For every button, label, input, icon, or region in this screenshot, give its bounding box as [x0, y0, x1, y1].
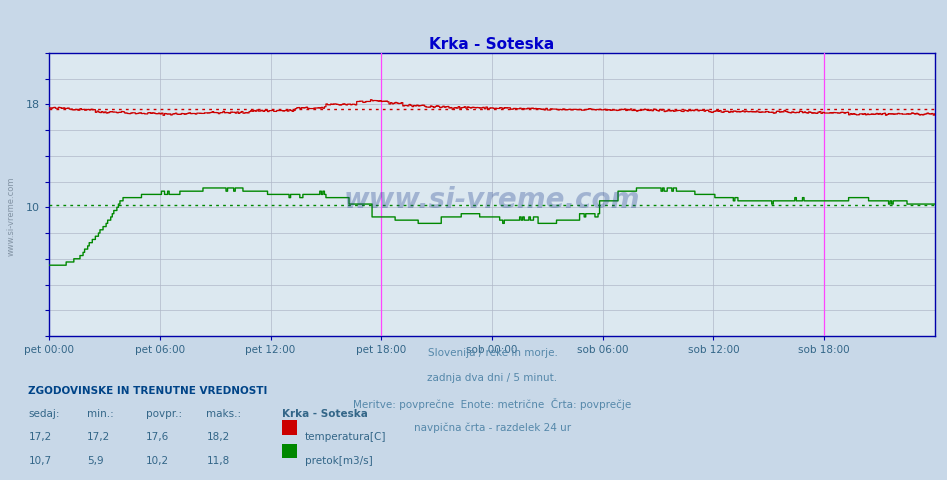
- Text: www.si-vreme.com: www.si-vreme.com: [7, 176, 16, 256]
- Text: 10,2: 10,2: [146, 456, 169, 466]
- Text: zadnja dva dni / 5 minut.: zadnja dva dni / 5 minut.: [427, 373, 558, 383]
- Text: Krka - Soteska: Krka - Soteska: [282, 409, 368, 420]
- Text: 18,2: 18,2: [206, 432, 230, 443]
- Text: 17,2: 17,2: [28, 432, 52, 443]
- Text: povpr.:: povpr.:: [146, 409, 182, 420]
- Text: ZGODOVINSKE IN TRENUTNE VREDNOSTI: ZGODOVINSKE IN TRENUTNE VREDNOSTI: [28, 386, 268, 396]
- Text: sedaj:: sedaj:: [28, 409, 60, 420]
- Text: temperatura[C]: temperatura[C]: [305, 432, 386, 443]
- Text: navpična črta - razdelek 24 ur: navpična črta - razdelek 24 ur: [414, 423, 571, 433]
- Text: pretok[m3/s]: pretok[m3/s]: [305, 456, 373, 466]
- Text: Meritve: povprečne  Enote: metrične  Črta: povprečje: Meritve: povprečne Enote: metrične Črta:…: [353, 398, 632, 410]
- Text: Slovenija / reke in morje.: Slovenija / reke in morje.: [427, 348, 558, 358]
- Text: www.si-vreme.com: www.si-vreme.com: [344, 186, 640, 214]
- Text: maks.:: maks.:: [206, 409, 241, 420]
- Title: Krka - Soteska: Krka - Soteska: [429, 36, 555, 52]
- Text: 10,7: 10,7: [28, 456, 51, 466]
- Text: min.:: min.:: [87, 409, 114, 420]
- Text: 17,6: 17,6: [146, 432, 170, 443]
- Text: 11,8: 11,8: [206, 456, 230, 466]
- Text: 5,9: 5,9: [87, 456, 104, 466]
- Text: 17,2: 17,2: [87, 432, 111, 443]
